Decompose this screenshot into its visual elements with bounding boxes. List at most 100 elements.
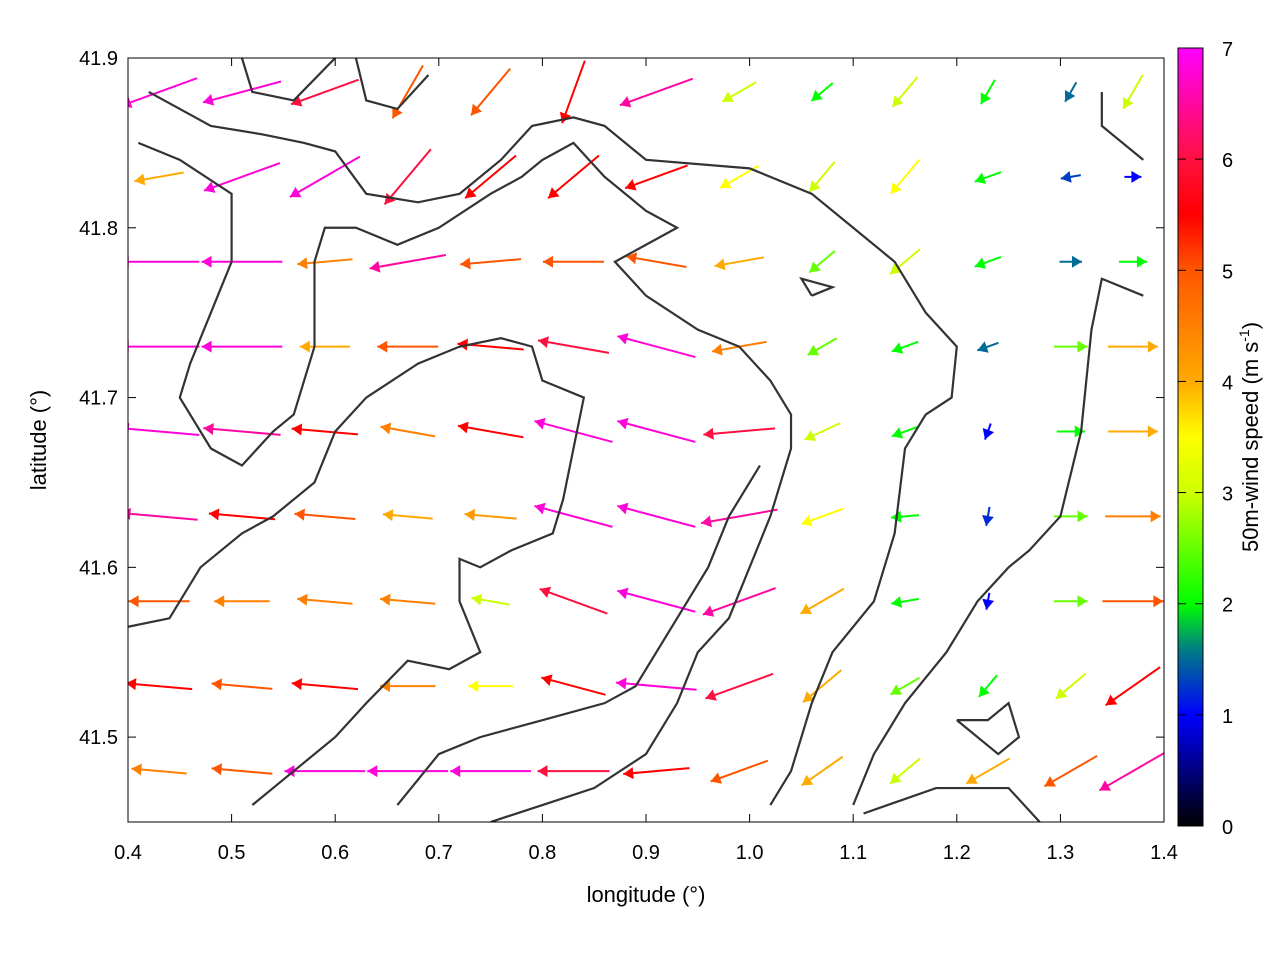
coastline	[354, 58, 430, 111]
coastline	[799, 276, 836, 297]
wind-arrow	[1124, 170, 1142, 183]
wind-arrow	[889, 159, 921, 195]
coastline	[128, 337, 586, 806]
wind-arrow	[299, 340, 350, 353]
wind-arrow	[291, 423, 359, 436]
wind-arrow	[297, 257, 353, 270]
x-tick-label: 0.7	[425, 842, 453, 864]
wind-arrow	[1118, 255, 1147, 268]
wind-arrow	[808, 250, 836, 274]
wind-arrow	[982, 506, 994, 527]
wind-arrow	[382, 509, 433, 522]
coastline	[863, 786, 1041, 822]
wind-arrow	[290, 78, 360, 107]
y-tick-label: 41.9	[79, 48, 118, 70]
x-tick-label: 1.2	[943, 842, 971, 864]
wind-arrow	[559, 60, 586, 124]
wind-arrow	[714, 256, 765, 271]
x-tick-label: 0.9	[632, 842, 660, 864]
wind-arrow	[1059, 255, 1083, 268]
wind-arrow	[889, 757, 921, 785]
wind-arrow	[128, 422, 200, 437]
y-axis-ticks: 41.5 41.6 41.7 41.8 41.9	[79, 48, 1164, 749]
wind-arrow	[537, 336, 610, 354]
wind-arrow	[537, 765, 610, 778]
wind-arrow	[534, 417, 613, 443]
wind-arrow	[1060, 170, 1081, 183]
wind-arrow	[891, 425, 919, 439]
wind-arrow	[297, 593, 353, 606]
x-axis-label: longitude (°)	[587, 882, 706, 907]
wind-arrow	[810, 82, 834, 102]
x-tick-label: 0.4	[114, 842, 142, 864]
wind-arrow	[464, 509, 517, 521]
coastlines	[128, 58, 1144, 822]
wind-arrow	[702, 587, 776, 617]
wind-arrow	[1102, 595, 1164, 608]
wind-arrow	[700, 508, 778, 528]
x-tick-label: 0.6	[321, 842, 349, 864]
wind-arrow	[982, 423, 995, 440]
wind-arrow	[982, 592, 995, 610]
wind-arrow	[383, 148, 432, 206]
x-axis-ticks: 0.4 0.5 0.6 0.7 0.8 0.9 1.0 1.1 1.2 1.3 1.4	[114, 58, 1178, 864]
wind-arrow	[1107, 340, 1158, 353]
colorbar-tick-label: 0	[1222, 817, 1233, 839]
wind-arrow	[211, 763, 273, 776]
wind-arrow	[891, 340, 919, 354]
wind-arrow	[891, 76, 919, 108]
coastline	[148, 90, 958, 806]
colorbar-tick-label: 3	[1222, 484, 1233, 506]
colorbar-tick-label: 7	[1222, 39, 1233, 61]
x-tick-label: 1.0	[736, 842, 764, 864]
wind-arrow	[802, 669, 842, 704]
colorbar-tick-label: 6	[1222, 150, 1233, 172]
wind-arrows	[128, 60, 1164, 792]
wind-arrow	[711, 340, 767, 356]
y-tick-label: 41.6	[79, 557, 118, 579]
wind-arrow	[291, 678, 359, 691]
wind-arrow	[211, 678, 273, 691]
wind-arrow	[1105, 510, 1161, 523]
wind-arrow	[705, 672, 774, 701]
wind-arrow	[460, 257, 522, 270]
wind-arrow	[289, 155, 361, 198]
wind-arrow	[980, 79, 996, 105]
wind-arrow	[464, 154, 517, 199]
wind-arrow	[1064, 81, 1078, 103]
coastline	[852, 277, 1144, 806]
wind-arrow	[1107, 425, 1158, 438]
wind-arrow	[617, 502, 696, 528]
wind-arrow	[203, 423, 281, 436]
x-tick-label: 1.1	[839, 842, 867, 864]
wind-arrow	[201, 340, 283, 353]
wind-arrow	[128, 678, 193, 691]
wind-arrow	[541, 674, 606, 696]
wind-arrow	[128, 507, 198, 521]
wind-arrow	[208, 508, 276, 521]
wind-arrow	[1043, 754, 1098, 788]
colorbar-tick-label: 1	[1222, 706, 1233, 728]
wind-arrow	[976, 341, 999, 353]
wind-arrow	[284, 765, 366, 778]
wind-arrow	[617, 417, 696, 443]
wind-arrow	[626, 252, 687, 269]
wind-arrow	[804, 422, 841, 441]
wind-arrow	[470, 67, 511, 116]
coastline	[137, 141, 793, 822]
y-tick-label: 41.5	[79, 727, 118, 749]
y-axis-label: latitude (°)	[26, 390, 51, 491]
x-tick-label: 1.3	[1046, 842, 1074, 864]
colorbar-label: 50m-wind speed (m s-1)	[1236, 322, 1263, 552]
wind-arrow	[201, 255, 283, 268]
wind-arrow	[623, 767, 690, 780]
wind-arrow	[974, 171, 1002, 184]
coastline	[240, 58, 336, 102]
wind-arrow	[703, 427, 776, 440]
wind-arrow	[128, 340, 200, 353]
wind-arrow	[128, 77, 198, 108]
colorbar-ticks: 0 1 2 3 4 5 6 7	[1178, 39, 1233, 839]
wind-arrow	[1122, 74, 1144, 110]
coastline	[396, 464, 761, 806]
plot-frame	[127, 57, 1165, 823]
